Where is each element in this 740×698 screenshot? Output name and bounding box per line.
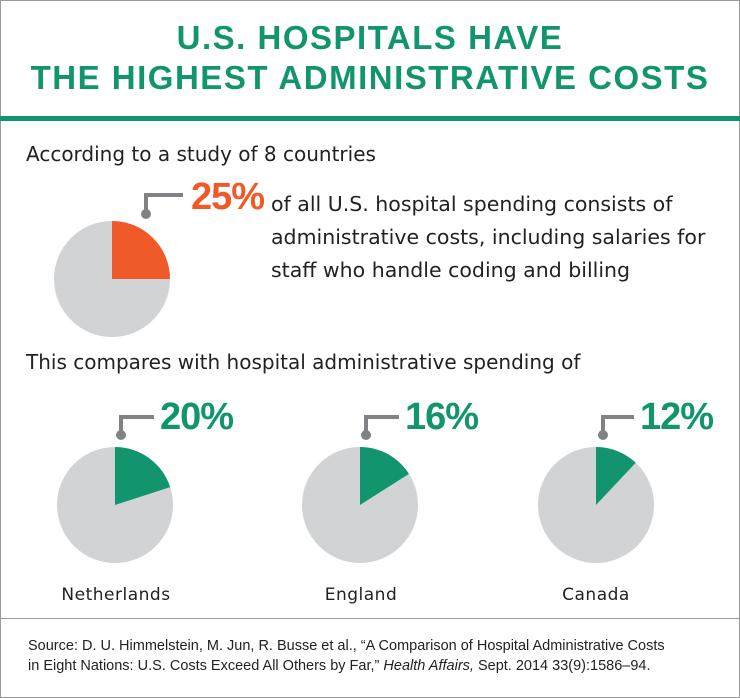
source-journal: Health Affairs,: [383, 658, 474, 674]
source-line-2-suffix: Sept. 2014 33(9):1586–94.: [473, 658, 651, 674]
title-line-2: THE HIGHEST ADMINISTRATIVE COSTS: [30, 59, 710, 96]
u-s-pointer-dot: [141, 209, 151, 219]
england-pointer-dot: [361, 430, 371, 440]
netherlands-label: Netherlands: [61, 585, 171, 605]
england-percent-label: 16%: [405, 396, 479, 438]
comparison-intro: This compares with hospital administrati…: [26, 350, 581, 374]
canada-label: Canada: [562, 585, 630, 605]
title-rule: [0, 116, 740, 121]
netherlands-percent-label: 20%: [160, 396, 234, 438]
netherlands-pie-slice: [115, 447, 171, 505]
england-label: England: [324, 585, 398, 605]
u-s-pie-slice: [112, 221, 170, 279]
canada-pointer-line: [601, 415, 634, 435]
source-citation: Source: D. U. Himmelstein, M. Jun, R. Bu…: [28, 636, 728, 676]
us-description: of all U.S. hospital spending consists o…: [271, 192, 706, 282]
canada-pie-slice: [596, 446, 636, 505]
netherlands-pointer-line: [119, 415, 154, 435]
us-percent-label: 25%: [191, 176, 265, 218]
england-pointer-line: [364, 415, 399, 435]
u-s-pointer-line: [144, 193, 183, 214]
england-pie-slice: [360, 447, 409, 505]
source-line-2-prefix: in Eight Nations: U.S. Costs Exceed All …: [28, 658, 384, 674]
netherlands-pointer-dot: [116, 430, 126, 440]
source-line-2: in Eight Nations: U.S. Costs Exceed All …: [28, 656, 728, 676]
source-divider: [0, 618, 740, 619]
source-line-1: Source: D. U. Himmelstein, M. Jun, R. Bu…: [28, 638, 665, 654]
canada-pointer-dot: [598, 430, 608, 440]
intro-text: According to a study of 8 countries: [26, 142, 376, 166]
title-line-1: U.S. HOSPITALS HAVE: [176, 19, 564, 56]
canada-percent-label: 12%: [640, 396, 714, 438]
